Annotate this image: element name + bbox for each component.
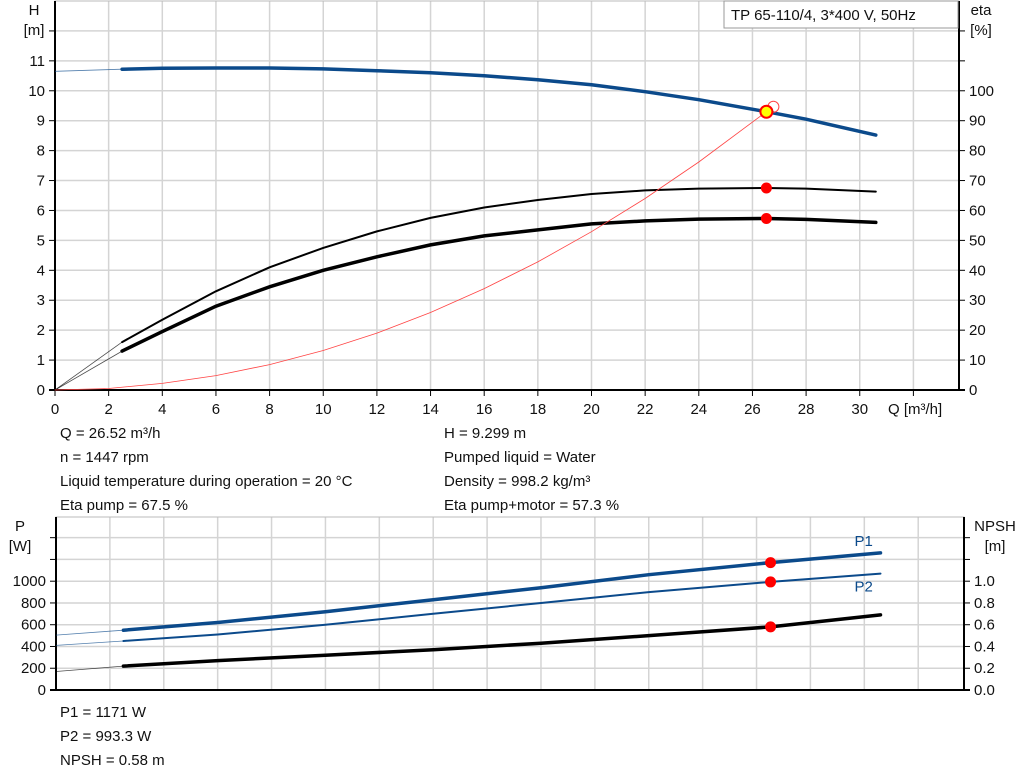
- y-tick-label-left: 0: [37, 382, 45, 399]
- info-head: H = 9.299 m: [444, 425, 527, 442]
- x-tick-label: 0: [51, 401, 59, 418]
- series-line-P2: [122, 572, 882, 642]
- info-speed: n = 1447 rpm: [60, 449, 149, 466]
- y-tick-label-left: 10: [28, 83, 45, 100]
- y-axis-label-left: [m]: [24, 22, 45, 39]
- y-tick-label-left: 9: [37, 113, 45, 130]
- series-extension-P2: [55, 640, 124, 646]
- x-tick-label: 20: [583, 401, 600, 418]
- y-tick-label-left: 8: [37, 143, 45, 160]
- y-tick-label-left: 11: [29, 53, 45, 70]
- series-line-system-curve: [54, 111, 767, 391]
- info-npsh: NPSH = 0.58 m: [60, 752, 165, 769]
- y-axis-label-right: [m]: [985, 538, 1006, 555]
- y-tick-label-right: 60: [969, 202, 986, 219]
- x-tick-label: 8: [265, 401, 273, 418]
- y-tick-label-left: 7: [37, 173, 45, 190]
- series-line-H: [120, 66, 878, 137]
- series-line-eta-pump: [121, 186, 877, 344]
- y-tick-label-right: 20: [969, 322, 986, 339]
- y-tick-label-right: 100: [969, 83, 994, 100]
- y-axis-label-right: [%]: [970, 22, 992, 39]
- x-tick-label: 4: [158, 401, 166, 418]
- y-tick-label-right: 0: [969, 382, 977, 399]
- y-axis-label-left: H: [29, 2, 40, 19]
- y-tick-label-right: 30: [969, 292, 986, 309]
- y-tick-label-right: 0.8: [974, 595, 995, 612]
- x-tick-label: 26: [744, 401, 761, 418]
- info-density: Density = 998.2 kg/m³: [444, 473, 591, 490]
- y-tick-label-right: 0.2: [974, 660, 995, 677]
- marker-eta-pump-point: [760, 182, 772, 194]
- x-tick-label: 14: [422, 401, 439, 418]
- y-tick-label-right: 40: [969, 262, 986, 279]
- info-flow: Q = 26.52 m³/h: [60, 425, 161, 442]
- info-top-left: Q = 26.52 m³/h n = 1447 rpm Liquid tempe…: [60, 422, 352, 518]
- x-axis-label: Q [m³/h]: [888, 401, 942, 418]
- marker-npsh-point: [765, 621, 777, 633]
- legend-box: [723, 0, 959, 29]
- y-tick-label-left: 3: [37, 292, 45, 309]
- series-line-eta-pump-motor: [120, 216, 878, 353]
- y-tick-label-right: 50: [969, 232, 986, 249]
- y-tick-label-right: 90: [969, 113, 986, 130]
- info-eta-pump: Eta pump = 67.5 %: [60, 497, 188, 514]
- series-line-P1: [121, 551, 883, 632]
- x-tick-label: 12: [369, 401, 386, 418]
- y-tick-label-right: 0.6: [974, 617, 995, 634]
- y-tick-label-left: 1000: [13, 573, 46, 590]
- legend-title: TP 65-110/4, 3*400 V, 50Hz: [731, 7, 916, 24]
- marker-p1-point: [765, 557, 777, 569]
- y-tick-label-left: 200: [21, 660, 46, 677]
- info-bottom: P1 = 1171 W P2 = 993.3 W NPSH = 0.58 m: [60, 701, 165, 773]
- info-eta-pump-motor: Eta pump+motor = 57.3 %: [444, 497, 620, 514]
- series-extension-NPSH: [55, 665, 124, 672]
- y-tick-label-left: 600: [21, 617, 46, 634]
- y-tick-label-right: 0.4: [974, 638, 995, 655]
- series-label-P2: P2: [854, 579, 872, 596]
- marker-p2-point: [765, 576, 777, 588]
- x-tick-label: 30: [851, 401, 868, 418]
- info-p1: P1 = 1171 W: [60, 704, 147, 721]
- info-p2: P2 = 993.3 W: [60, 728, 152, 745]
- y-tick-label-right: 0.0: [974, 682, 995, 699]
- series-line-NPSH: [121, 613, 883, 668]
- x-tick-label: 6: [212, 401, 220, 418]
- y-axis-label-right: eta: [971, 2, 993, 19]
- y-tick-label-left: 4: [37, 262, 45, 279]
- info-liquid: Pumped liquid = Water: [444, 449, 596, 466]
- series-extension-eta-pump: [54, 341, 123, 391]
- series-extension-eta-pump-motor: [54, 350, 123, 391]
- y-tick-label-right: 80: [969, 143, 986, 160]
- y-tick-label-left: 400: [21, 638, 46, 655]
- y-axis-label-left: [W]: [9, 538, 32, 555]
- x-tick-label: 24: [690, 401, 707, 418]
- info-temperature: Liquid temperature during operation = 20…: [60, 473, 353, 490]
- y-tick-label-left: 6: [37, 202, 45, 219]
- y-tick-label-left: 0: [38, 682, 46, 699]
- marker-duty-point: [759, 104, 774, 119]
- series-label-P1: P1: [854, 533, 872, 550]
- series-extension-P1: [55, 629, 124, 636]
- y-tick-label-right: 70: [969, 173, 986, 190]
- x-tick-label: 16: [476, 401, 493, 418]
- y-tick-label-left: 5: [37, 232, 45, 249]
- y-axis-label-left: P: [15, 518, 25, 535]
- y-tick-label-left: 1: [37, 352, 45, 369]
- marker-eta-pump-motor-point: [760, 213, 772, 225]
- y-tick-label-right: 1.0: [974, 573, 995, 590]
- series-extension-H: [54, 68, 123, 72]
- x-tick-label: 10: [315, 401, 332, 418]
- x-tick-label: 22: [637, 401, 654, 418]
- info-top-right: H = 9.299 m Pumped liquid = Water Densit…: [444, 422, 619, 518]
- y-tick-label-left: 2: [37, 322, 45, 339]
- x-tick-label: 28: [798, 401, 815, 418]
- y-tick-label-right: 10: [969, 352, 986, 369]
- y-tick-label-left: 800: [21, 595, 46, 612]
- x-tick-label: 18: [530, 401, 547, 418]
- panel0-frame: [54, 0, 960, 391]
- x-tick-label: 2: [104, 401, 112, 418]
- y-axis-label-right: NPSH: [974, 518, 1016, 535]
